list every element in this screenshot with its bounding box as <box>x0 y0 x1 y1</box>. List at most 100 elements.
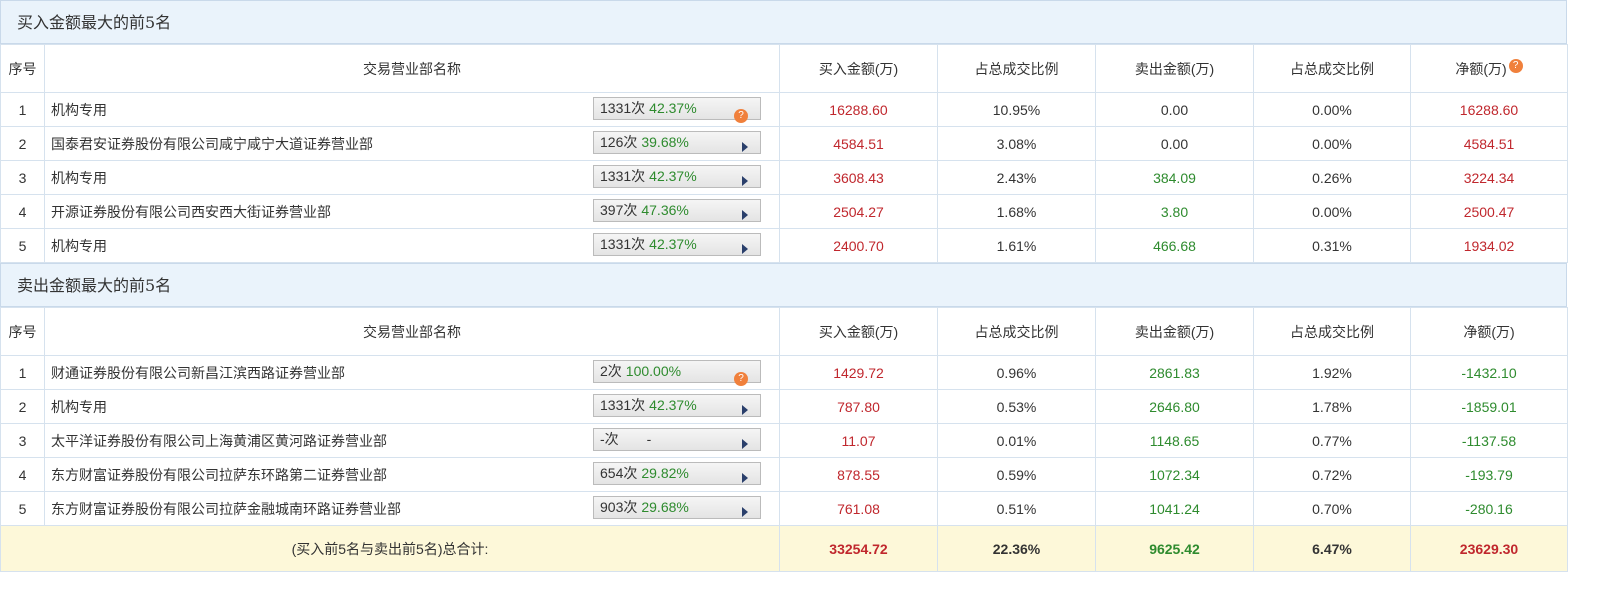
buy-amount: 2504.27 <box>779 194 938 229</box>
column-header-label: 序号 <box>8 323 37 340</box>
broker-stats-badge[interactable]: 397次 47.36% <box>593 199 761 222</box>
table-row: 1 机构专用 1331次 42.37% ? 16288.60 10.95% 0.0… <box>0 92 1568 127</box>
trade-count: 1331次 <box>600 236 646 252</box>
row-number: 4 <box>0 457 45 492</box>
broker-cell: 机构专用 1331次 42.37% <box>44 228 780 263</box>
broker-stats-badge[interactable]: 1331次 42.37% <box>593 165 761 188</box>
broker-name[interactable]: 机构专用 <box>51 237 107 254</box>
total-net: 23629.30 <box>1410 525 1568 572</box>
trade-count: 903次 <box>600 499 638 515</box>
win-rate: 42.37% <box>649 168 697 184</box>
arrow-right-icon[interactable] <box>742 244 748 254</box>
row-number: 2 <box>0 126 45 161</box>
column-header-label: 交易营业部名称 <box>363 323 461 340</box>
sell-amount: 466.68 <box>1095 228 1254 263</box>
broker-stats-badge[interactable]: 654次 29.82% <box>593 462 761 485</box>
column-header-label: 占总成交比例 <box>974 60 1059 77</box>
arrow-right-icon[interactable] <box>742 210 748 220</box>
broker-stats-badge[interactable]: 1331次 42.37% <box>593 394 761 417</box>
table-row: 4 东方财富证券股份有限公司拉萨东环路第二证券营业部 654次 29.82% 87… <box>0 457 1568 492</box>
question-icon[interactable]: ? <box>734 372 748 386</box>
win-rate: 42.37% <box>649 236 697 252</box>
buy-amount: 3608.43 <box>779 160 938 195</box>
broker-cell: 国泰君安证券股份有限公司咸宁咸宁大道证券营业部 126次 39.68% <box>44 126 780 161</box>
row-number: 3 <box>0 160 45 195</box>
total-buy: 33254.72 <box>779 525 938 572</box>
broker-stats-badge[interactable]: 1331次 42.37% <box>593 233 761 256</box>
sell-amount: 0.00 <box>1095 126 1254 161</box>
buy-amount: 16288.60 <box>779 92 938 127</box>
column-header: 序号 <box>0 44 45 93</box>
column-header: 占总成交比例 <box>937 44 1096 93</box>
trade-count: 654次 <box>600 465 638 481</box>
net-amount: -1432.10 <box>1410 355 1568 390</box>
broker-name[interactable]: 东方财富证券股份有限公司拉萨金融城南环路证券营业部 <box>51 500 401 517</box>
column-header: 占总成交比例 <box>937 307 1096 356</box>
sell-ratio: 0.00% <box>1253 126 1411 161</box>
row-number: 2 <box>0 389 45 424</box>
column-header-label: 买入金额(万) <box>818 323 899 340</box>
column-header: 卖出金额(万) <box>1095 44 1254 93</box>
broker-stats-badge[interactable]: 126次 39.68% <box>593 131 761 154</box>
sell-ratio: 0.70% <box>1253 491 1411 526</box>
trade-count: 2次 <box>600 363 622 379</box>
arrow-right-icon[interactable] <box>742 439 748 449</box>
help-icon[interactable]: ? <box>1508 58 1523 73</box>
buy-amount: 4584.51 <box>779 126 938 161</box>
broker-cell: 财通证券股份有限公司新昌江滨西路证券营业部 2次 100.00% ? <box>44 355 780 390</box>
total-label: (买入前5名与卖出前5名)总合计: <box>0 525 780 572</box>
broker-name[interactable]: 机构专用 <box>51 398 107 415</box>
sell-table: 序号 交易营业部名称 买入金额(万) 占总成交比例 卖出金额(万) 占总成交比例 净额(万)… <box>0 307 1568 572</box>
arrow-right-icon[interactable] <box>742 176 748 186</box>
broker-name[interactable]: 机构专用 <box>51 101 107 118</box>
column-header-label: 占总成交比例 <box>1290 60 1374 77</box>
column-header-label: 交易营业部名称 <box>363 60 461 77</box>
sell-amount: 0.00 <box>1095 92 1254 127</box>
question-icon[interactable]: ? <box>734 109 748 123</box>
broker-stats-badge[interactable]: -次 - <box>593 428 761 451</box>
broker-cell: 开源证券股份有限公司西安西大街证券营业部 397次 47.36% <box>44 194 780 229</box>
table-row: 2 国泰君安证券股份有限公司咸宁咸宁大道证券营业部 126次 39.68% 458… <box>0 126 1568 161</box>
row-number: 5 <box>0 228 45 263</box>
arrow-right-icon[interactable] <box>742 507 748 517</box>
row-number: 3 <box>0 423 45 458</box>
broker-stats-badge[interactable]: 1331次 42.37% ? <box>593 97 761 123</box>
broker-name[interactable]: 太平洋证券股份有限公司上海黄浦区黄河路证券营业部 <box>51 432 387 449</box>
broker-name[interactable]: 机构专用 <box>51 169 107 186</box>
sell-amount: 1041.24 <box>1095 491 1254 526</box>
arrow-right-icon[interactable] <box>742 142 748 152</box>
buy-ratio: 0.53% <box>937 389 1096 424</box>
column-header-label: 序号 <box>8 60 37 77</box>
trade-count: 126次 <box>600 134 638 150</box>
sell-section-title: 卖出金额最大的前5名 <box>0 263 1567 307</box>
total-sell-ratio: 6.47% <box>1253 525 1411 572</box>
broker-name[interactable]: 东方财富证券股份有限公司拉萨东环路第二证券营业部 <box>51 466 387 483</box>
row-number: 5 <box>0 491 45 526</box>
broker-name[interactable]: 国泰君安证券股份有限公司咸宁咸宁大道证券营业部 <box>51 135 373 152</box>
sell-ratio: 0.77% <box>1253 423 1411 458</box>
sell-ratio: 0.31% <box>1253 228 1411 263</box>
buy-ratio: 1.68% <box>937 194 1096 229</box>
net-amount: -280.16 <box>1410 491 1568 526</box>
sell-ratio: 1.92% <box>1253 355 1411 390</box>
sell-ratio: 0.72% <box>1253 457 1411 492</box>
table-row: 5 机构专用 1331次 42.37% 2400.70 1.61% 466.68 … <box>0 228 1568 263</box>
sell-ratio: 0.00% <box>1253 92 1411 127</box>
net-amount: -1137.58 <box>1410 423 1568 458</box>
arrow-right-icon[interactable] <box>742 405 748 415</box>
win-rate: 29.68% <box>641 499 689 515</box>
broker-name[interactable]: 开源证券股份有限公司西安西大街证券营业部 <box>51 203 331 220</box>
trade-count: 1331次 <box>600 168 646 184</box>
broker-stats-badge[interactable]: 903次 29.68% <box>593 496 761 519</box>
arrow-right-icon[interactable] <box>742 473 748 483</box>
row-number: 1 <box>0 92 45 127</box>
buy-amount: 11.07 <box>779 423 938 458</box>
buy-ratio: 0.51% <box>937 491 1096 526</box>
buy-table: 序号 交易营业部名称 买入金额(万) 占总成交比例 卖出金额(万) 占总成交比例 净额(万)… <box>0 44 1568 263</box>
table-row: 3 机构专用 1331次 42.37% 3608.43 2.43% 384.09 … <box>0 160 1568 195</box>
trade-count: 1331次 <box>600 397 646 413</box>
trade-count: 1331次 <box>600 100 646 116</box>
broker-stats-badge[interactable]: 2次 100.00% ? <box>593 360 761 386</box>
broker-name[interactable]: 财通证券股份有限公司新昌江滨西路证券营业部 <box>51 364 345 381</box>
buy-amount: 787.80 <box>779 389 938 424</box>
